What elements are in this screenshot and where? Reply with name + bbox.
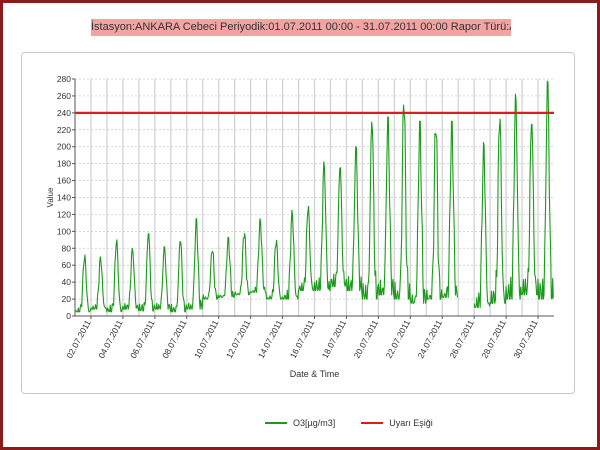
- x-tick-label: 04.07.2011: [96, 318, 125, 360]
- y-tick-label: 140: [57, 193, 71, 203]
- x-tick-label: 02.07.2011: [64, 318, 93, 360]
- x-tick-label: 30.07.2011: [511, 318, 540, 360]
- y-tick-label: 80: [62, 243, 72, 253]
- y-tick-label: 100: [57, 226, 71, 236]
- y-tick-label: 120: [57, 209, 71, 219]
- x-tick-label: 16.07.2011: [288, 318, 317, 360]
- y-tick-label: 40: [62, 277, 72, 287]
- x-tick-label: 26.07.2011: [447, 318, 476, 360]
- x-tick-label: 14.07.2011: [256, 318, 285, 360]
- y-tick-label: 200: [57, 142, 71, 152]
- legend-swatch-o3: [265, 422, 287, 424]
- x-tick-label: 24.07.2011: [415, 318, 444, 360]
- legend-label-o3: O3[µg/m3]: [293, 418, 336, 428]
- y-tick-label: 60: [62, 260, 72, 270]
- y-tick-labels: 0 20 40 60 80 100 120 140 160 180 200 220 240 260 280: [57, 74, 75, 321]
- y-tick-label: 160: [57, 176, 71, 186]
- x-tick-labels: 02.07.2011 04.07.2011 06.07.2011 08.07.2011…: [64, 316, 540, 360]
- x-tick-label: 10.07.2011: [192, 318, 221, 360]
- x-tick-label: 12.07.2011: [224, 318, 253, 360]
- x-tick-label: 22.07.2011: [384, 318, 413, 360]
- y-tick-label: 280: [57, 74, 71, 84]
- x-axis-label: Date & Time: [290, 369, 340, 379]
- y-axis-label: Value: [46, 187, 55, 207]
- legend-label-threshold: Uyarı Eşiği: [389, 418, 433, 428]
- y-tick-label: 240: [57, 108, 71, 118]
- y-tick-label: 220: [57, 125, 71, 135]
- legend-item-o3: O3[µg/m3]: [265, 418, 335, 428]
- report-title: İstasyon:ANKARA Cebeci Periyodik:01.07.2…: [91, 19, 511, 36]
- x-tick-label: 20.07.2011: [352, 318, 381, 360]
- y-tick-label: 0: [66, 311, 71, 321]
- y-tick-label: 180: [57, 159, 71, 169]
- legend: O3[µg/m3] Uyarı Eşiği: [265, 415, 459, 431]
- x-tick-label: 08.07.2011: [160, 318, 189, 360]
- x-tick-label: 18.07.2011: [320, 318, 349, 360]
- x-tick-label: 28.07.2011: [479, 318, 508, 360]
- y-tick-label: 20: [62, 294, 72, 304]
- grid-layer: [75, 78, 554, 316]
- legend-item-threshold: Uyarı Eşiği: [361, 418, 433, 428]
- x-tick-label: 06.07.2011: [128, 318, 157, 360]
- legend-swatch-threshold: [361, 422, 384, 424]
- series-o3-line: [74, 80, 554, 313]
- y-tick-label: 260: [57, 91, 71, 101]
